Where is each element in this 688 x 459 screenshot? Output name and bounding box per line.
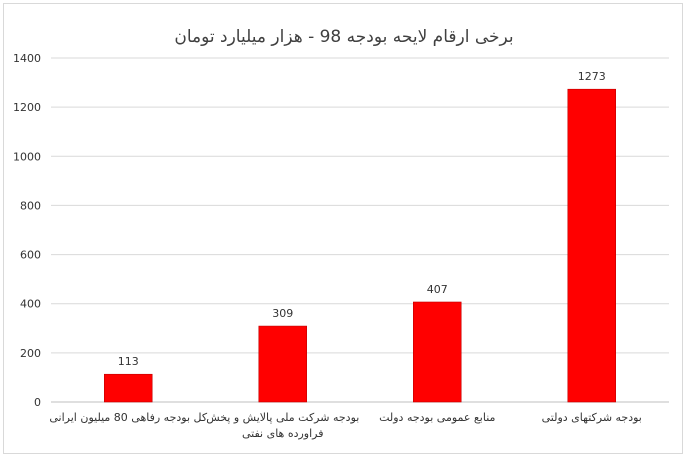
data-labels: 113 309 407 1273 — [118, 70, 606, 368]
y-tick-label: 1000 — [13, 150, 41, 163]
y-tick-label: 1400 — [13, 52, 41, 65]
data-label: 309 — [272, 307, 293, 320]
x-tick-label: بودجه شرکت ملی پالایش و پخش — [206, 411, 359, 424]
x-tick-label: کل بودجه رفاهی 80 میلیون ایرانی — [49, 411, 207, 424]
x-axis: کل بودجه رفاهی 80 میلیون ایرانی بودجه شرک… — [49, 411, 641, 440]
data-label: 113 — [118, 355, 139, 368]
x-tick-label: منابع عمومی بودجه دولت — [379, 411, 495, 424]
y-tick-label: 0 — [34, 396, 41, 409]
bar — [104, 373, 153, 403]
chart-title: برخی ارقام لایحه بودجه 98 - هزار میلیارد… — [174, 27, 513, 47]
bars — [104, 88, 616, 403]
y-tick-label: 600 — [20, 249, 41, 262]
y-axis: 0 200 400 600 800 1000 1200 1400 — [13, 52, 41, 409]
bar — [413, 301, 462, 403]
bar — [258, 325, 307, 403]
gridlines — [51, 57, 669, 403]
y-tick-label: 1200 — [13, 101, 41, 114]
x-tick-label: بودجه شرکتهای دولتی — [542, 411, 642, 424]
data-label: 407 — [427, 283, 448, 296]
y-tick-label: 400 — [20, 298, 41, 311]
y-tick-label: 200 — [20, 347, 41, 360]
bar — [567, 88, 616, 403]
y-tick-label: 800 — [20, 199, 41, 212]
data-label: 1273 — [578, 70, 606, 83]
x-tick-label: فراورده های نفتی — [242, 427, 324, 440]
